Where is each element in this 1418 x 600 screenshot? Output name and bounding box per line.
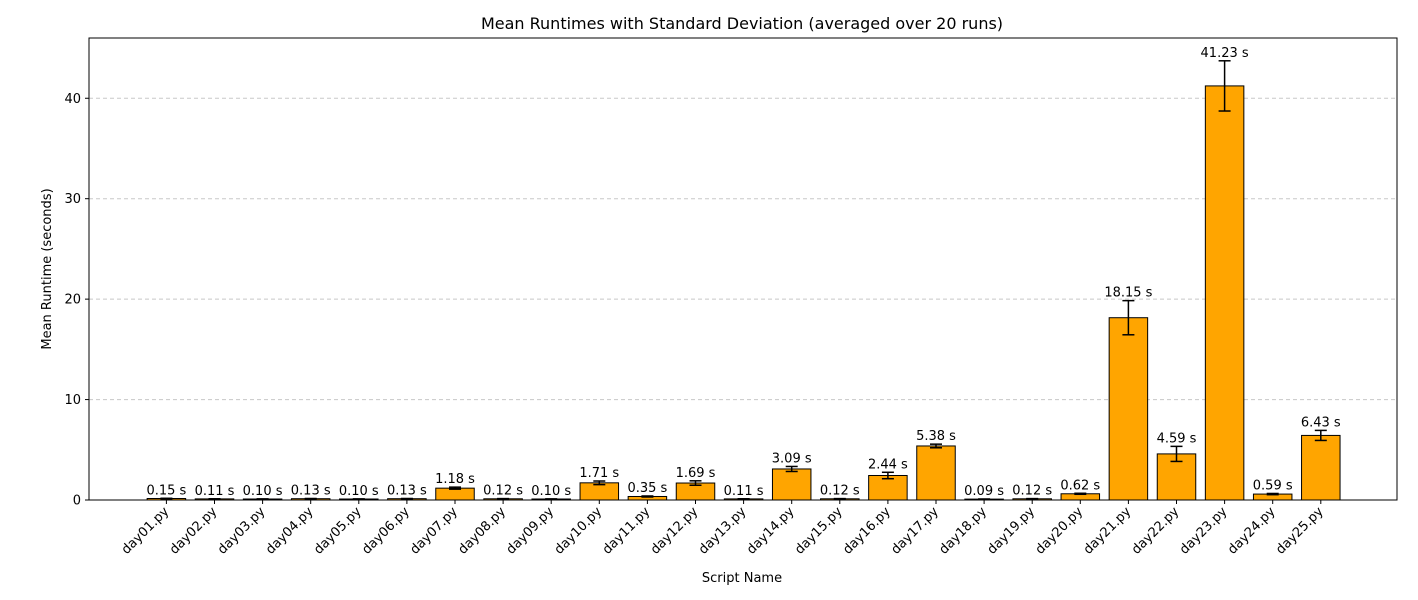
x-tick-label: day02.py (167, 504, 221, 558)
data-label: 3.09 s (772, 451, 812, 466)
x-tick-label: day04.py (263, 504, 317, 558)
data-label: 0.10 s (243, 484, 283, 499)
chart-title: Mean Runtimes with Standard Deviation (a… (481, 14, 1003, 33)
data-label: 4.59 s (1157, 431, 1197, 446)
data-label: 0.09 s (964, 484, 1004, 499)
data-label: 0.11 s (195, 484, 235, 499)
bar-day21 (1108, 317, 1149, 501)
data-label: 2.44 s (868, 457, 908, 472)
bar-day07 (435, 487, 475, 501)
data-label: 0.12 s (483, 484, 523, 499)
data-label: 0.15 s (146, 483, 186, 498)
x-tick-label: day12.py (648, 504, 702, 558)
x-tick-label: day05.py (311, 504, 365, 558)
y-tick-label: 20 (64, 293, 81, 308)
x-tick-label: day24.py (1225, 504, 1279, 558)
x-tick-label: day16.py (840, 504, 894, 558)
x-tick-label: day14.py (744, 504, 798, 558)
plot-frame (88, 37, 1398, 501)
data-label: 0.13 s (387, 483, 427, 498)
x-tick-label: day18.py (937, 504, 991, 558)
data-label: 6.43 s (1301, 415, 1341, 430)
bar-day23 (1204, 85, 1245, 501)
data-label: 41.23 s (1201, 46, 1249, 61)
x-tick-label: day08.py (456, 504, 510, 558)
bars-group (146, 85, 1341, 501)
data-label: 1.71 s (579, 466, 619, 481)
data-label: 0.11 s (724, 484, 764, 499)
bar-day16 (868, 474, 908, 501)
data-label: 0.12 s (820, 484, 860, 499)
data-label: 0.10 s (531, 484, 571, 499)
y-axis-label: Mean Runtime (seconds) (40, 188, 55, 349)
bar-day25 (1301, 434, 1341, 501)
x-tick-label: day22.py (1129, 504, 1183, 558)
grid-lines (89, 97, 1397, 401)
x-tick-label: day06.py (359, 504, 413, 558)
x-tick-label: day01.py (119, 504, 173, 558)
bar-day14 (771, 468, 812, 501)
y-tick-label: 30 (64, 192, 81, 207)
data-label: 0.59 s (1253, 478, 1293, 493)
data-label: 0.10 s (339, 484, 379, 499)
data-labels-group: 0.15 s 0.11 s 0.10 s 0.13 s 0.10 s 0.13 s 1.18… (146, 46, 1340, 499)
data-label: 1.69 s (676, 466, 716, 481)
x-tick-label: day25.py (1273, 504, 1327, 558)
x-tick-label: day23.py (1177, 504, 1231, 558)
x-tick-label: day13.py (696, 504, 750, 558)
x-tick-label: day20.py (1033, 504, 1087, 558)
x-tick-label: day17.py (888, 504, 942, 558)
y-tick-label: 10 (64, 393, 81, 408)
x-tick-label: day21.py (1081, 504, 1135, 558)
y-axis: 0 10 20 30 40 (64, 92, 89, 509)
x-tick-label: day07.py (407, 504, 461, 558)
error-bars-group (160, 60, 1327, 500)
x-axis-label: Script Name (702, 571, 782, 586)
x-tick-label: day11.py (600, 504, 654, 558)
x-tick-label: day15.py (792, 504, 846, 558)
x-axis: day01.pyday02.pyday03.pyday04.pyday05.py… (119, 500, 1327, 558)
data-label: 5.38 s (916, 429, 956, 444)
bar-day17 (916, 445, 956, 501)
x-tick-label: day19.py (985, 504, 1039, 558)
x-tick-label: day10.py (552, 504, 606, 558)
data-label: 0.35 s (627, 481, 667, 496)
y-tick-label: 0 (73, 494, 81, 509)
bar-day10 (579, 482, 620, 501)
data-label: 18.15 s (1104, 286, 1152, 301)
data-label: 1.18 s (435, 472, 475, 487)
x-tick-label: day09.py (504, 504, 558, 558)
data-label: 0.12 s (1012, 484, 1052, 499)
data-label: 0.62 s (1060, 478, 1100, 493)
data-label: 0.13 s (291, 483, 331, 498)
x-tick-label: day03.py (215, 504, 269, 558)
y-tick-label: 40 (64, 92, 81, 107)
